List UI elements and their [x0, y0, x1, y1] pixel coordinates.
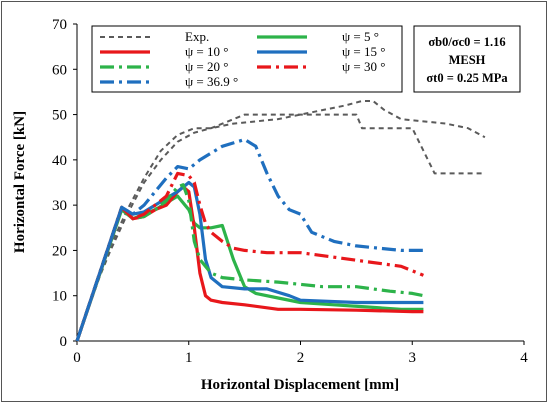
legend-label-4: ψ = 20 ° [185, 59, 228, 74]
series-line-0 [76, 113, 485, 342]
y-tick-label: 50 [52, 108, 67, 124]
y-tick-label: 70 [52, 17, 67, 33]
info-mesh: MESH [449, 53, 486, 67]
x-tick-label: 2 [297, 350, 305, 366]
x-tick-label: 1 [185, 350, 193, 366]
info-ratio: σb0/σc0 = 1.16 [428, 35, 505, 49]
series-line-6 [75, 171, 424, 342]
legend-box [91, 25, 403, 93]
info-stress: σt0 = 0.25 MPa [426, 71, 508, 85]
series-line-7 [75, 137, 424, 342]
info-box-border [413, 25, 521, 93]
y-tick-label: 60 [52, 62, 67, 78]
x-tick-label: 3 [409, 350, 417, 366]
y-axis-label: Horizontal Force [kN] [12, 111, 28, 253]
legend-label-1: ψ = 5 ° [342, 29, 379, 44]
series-line-2 [75, 194, 424, 342]
legend-label-2: ψ = 10 ° [185, 44, 228, 59]
series-layer [75, 100, 486, 342]
x-tick-label: 0 [73, 350, 81, 366]
y-tick-label: 10 [52, 289, 67, 305]
legend-label-0: Exp. [185, 29, 209, 44]
y-tick-label: 0 [60, 334, 68, 350]
x-axis-label: Horizontal Displacement [mm] [201, 377, 399, 393]
info-box: σb0/σc0 = 1.16 MESH σt0 = 0.25 MPa [413, 25, 521, 93]
x-tick-label: 4 [520, 350, 528, 366]
series-line-1 [76, 100, 486, 342]
y-tick-label: 30 [52, 198, 67, 214]
y-tick-label: 40 [52, 153, 67, 169]
legend-label-5: ψ = 30 ° [342, 59, 385, 74]
series-line-5 [75, 183, 424, 342]
legend-label-6: ψ = 36.9 ° [185, 74, 238, 89]
y-tick-label: 20 [52, 243, 67, 259]
legend: Exp. ψ = 5 °ψ = 10 ° ψ = 15 °ψ = 20 ° ψ = 3… [91, 25, 403, 93]
legend-label-3: ψ = 15 ° [342, 44, 385, 59]
